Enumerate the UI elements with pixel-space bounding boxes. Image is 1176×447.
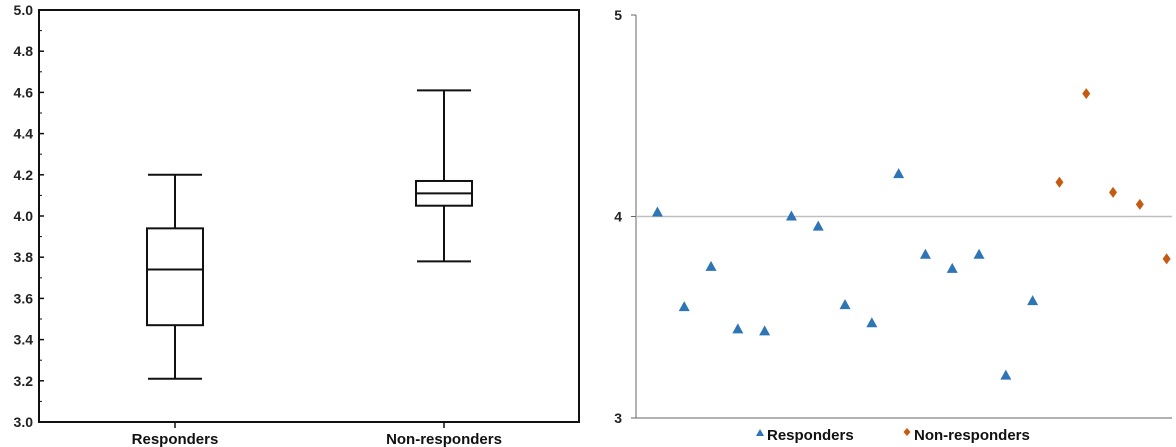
box-y-tick-label: 4.8 xyxy=(14,43,34,59)
scatter-plot-legend: Responders Non-responders xyxy=(756,427,1030,444)
box-x-tick-label: Responders xyxy=(132,431,219,447)
scatter-point-responder xyxy=(1027,295,1039,306)
scatter-point-responder xyxy=(839,299,851,310)
box-y-tick-label: 3.4 xyxy=(14,332,34,348)
scatter-point-responder xyxy=(973,248,985,259)
scatter-point-responder xyxy=(785,210,797,221)
scatter-point-responder xyxy=(946,262,958,273)
scatter-y-tick-label: 4 xyxy=(614,209,622,225)
box-plot-frame xyxy=(38,9,580,423)
legend-label: Responders xyxy=(767,427,854,444)
box-y-tick-label: 3.8 xyxy=(14,249,34,265)
scatter-point-responder xyxy=(651,206,663,217)
scatter-point-responder xyxy=(705,260,717,271)
scatter-point-responder xyxy=(893,168,905,179)
box-y-tick-label: 5.0 xyxy=(14,2,34,18)
scatter-point-non-responder xyxy=(1162,253,1171,265)
scatter-point-responder xyxy=(1000,369,1012,380)
scatter-plot-panel: 3 4 5 Responders Non-responders xyxy=(614,7,1172,444)
scatter-plot-marks xyxy=(651,88,1171,380)
box-y-tick-label: 4.0 xyxy=(14,208,34,224)
box-plot-x-axis: Responders Non-responders xyxy=(132,422,502,447)
scatter-point-non-responder xyxy=(1082,88,1091,100)
box-y-tick-label: 3.0 xyxy=(14,414,34,430)
scatter-y-tick-label: 5 xyxy=(614,7,622,23)
scatter-y-tick-label: 3 xyxy=(614,410,622,426)
box-plot-panel: 3.0 3.2 3.4 3.6 3.8 4.0 4.2 4.4 4.6 4.8 5.0 Respon… xyxy=(14,2,580,447)
scatter-plot-axes: 3 4 5 xyxy=(614,7,1172,426)
box-y-tick-label: 3.2 xyxy=(14,373,34,389)
box-y-tick-label: 3.6 xyxy=(14,290,34,306)
legend-triangle-icon xyxy=(756,429,764,436)
box-x-tick-label: Non-responders xyxy=(386,431,502,447)
scatter-point-responder xyxy=(678,301,690,312)
legend-diamond-icon xyxy=(903,428,911,436)
box-plot-marks xyxy=(146,89,473,380)
box-iqr xyxy=(146,227,204,327)
box-y-tick-label: 4.2 xyxy=(14,167,34,183)
scatter-point-non-responder xyxy=(1055,176,1064,188)
box-y-tick-label: 4.4 xyxy=(14,126,34,142)
scatter-point-responder xyxy=(812,220,824,231)
scatter-point-responder xyxy=(919,248,931,259)
scatter-point-responder xyxy=(759,325,771,336)
legend-label: Non-responders xyxy=(914,427,1030,444)
box-y-tick-label: 4.6 xyxy=(14,84,34,100)
scatter-point-non-responder xyxy=(1109,186,1118,198)
box-plot-y-axis: 3.0 3.2 3.4 3.6 3.8 4.0 4.2 4.4 4.6 4.8 5.0 xyxy=(14,2,44,430)
scatter-point-responder xyxy=(732,323,744,334)
scatter-point-responder xyxy=(866,317,878,328)
scatter-point-non-responder xyxy=(1135,198,1144,210)
